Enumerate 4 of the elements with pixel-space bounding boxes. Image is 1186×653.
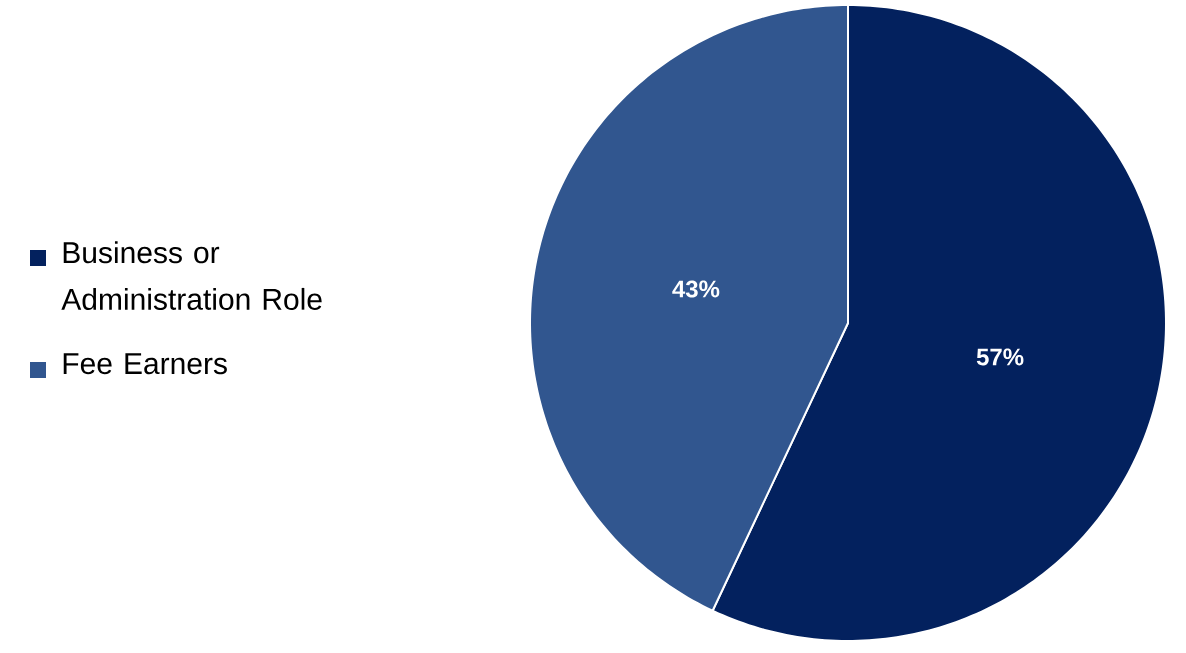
data-label: 43% [672,280,720,298]
legend-label: Fee Earners [63,353,227,375]
legend-label: Business or Administration Role [61,241,322,310]
data-label: 57% [976,348,1024,366]
